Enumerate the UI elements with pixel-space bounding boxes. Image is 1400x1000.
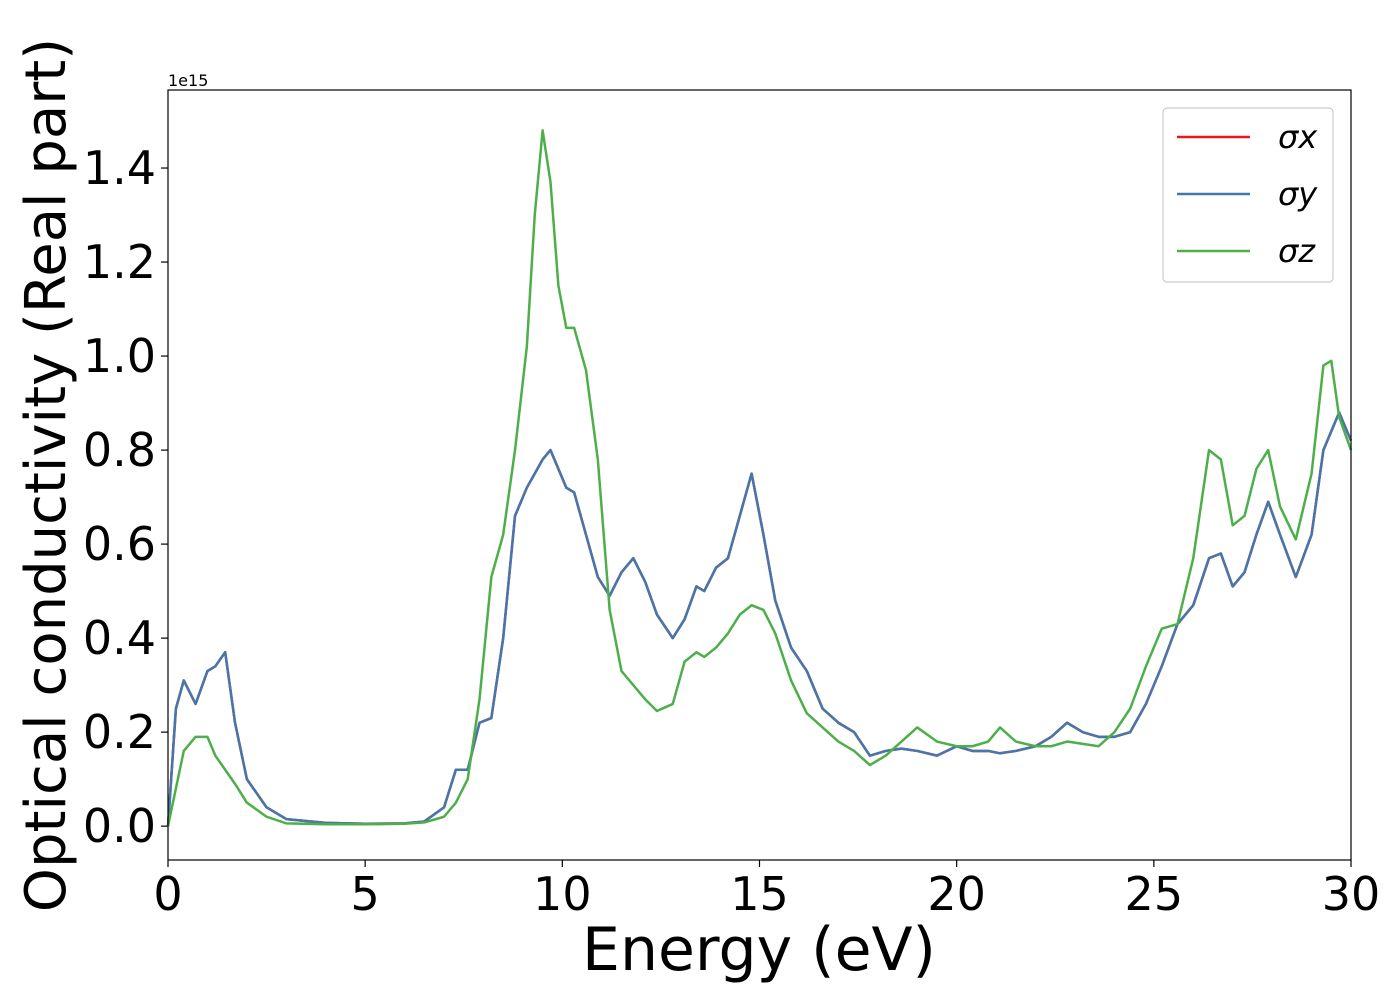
x-tick-label: 15: [730, 867, 789, 921]
x-tick-label: 30: [1322, 867, 1381, 921]
x-tick-label: 5: [351, 867, 380, 921]
x-tick-label: 20: [927, 867, 986, 921]
legend-label: σx: [1278, 118, 1318, 156]
x-tick-label: 25: [1125, 867, 1184, 921]
x-tick-label: 10: [533, 867, 592, 921]
legend-label: σy: [1278, 175, 1318, 213]
y-tick-label: 1.0: [83, 329, 156, 383]
series-line: [166, 129, 1353, 827]
y-tick-label: 0.6: [83, 517, 156, 571]
y-tick-label: 0.8: [83, 423, 156, 477]
y-tick-label: 1.4: [83, 141, 156, 195]
x-axis-label: Energy (eV): [582, 915, 936, 985]
y-tick-label: 1.2: [83, 235, 156, 289]
y-axis-label: Optical conductivity (Real part): [14, 38, 79, 912]
legend-label: σz: [1278, 232, 1316, 270]
y-offset-label: 1e15: [168, 71, 208, 90]
y-tick-label: 0.4: [83, 611, 156, 665]
x-tick-label: 0: [153, 867, 182, 921]
y-tick-label: 0.0: [83, 799, 156, 853]
y-tick-label: 0.2: [83, 705, 156, 759]
plot-frame: [167, 89, 1352, 861]
